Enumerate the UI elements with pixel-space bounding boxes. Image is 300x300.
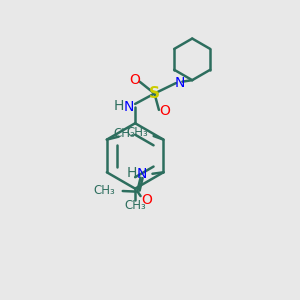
- Text: N: N: [136, 167, 147, 181]
- Text: S: S: [149, 86, 160, 101]
- Text: O: O: [141, 193, 152, 207]
- Text: CH₃: CH₃: [114, 127, 136, 140]
- Text: H: H: [127, 166, 137, 180]
- Text: O: O: [159, 104, 170, 118]
- Text: N: N: [174, 76, 184, 90]
- Text: O: O: [129, 73, 140, 87]
- Text: N: N: [123, 100, 134, 114]
- Text: CH₃: CH₃: [127, 126, 148, 139]
- Text: H: H: [114, 99, 124, 113]
- Text: CH₃: CH₃: [93, 184, 115, 196]
- Text: CH₃: CH₃: [124, 200, 146, 212]
